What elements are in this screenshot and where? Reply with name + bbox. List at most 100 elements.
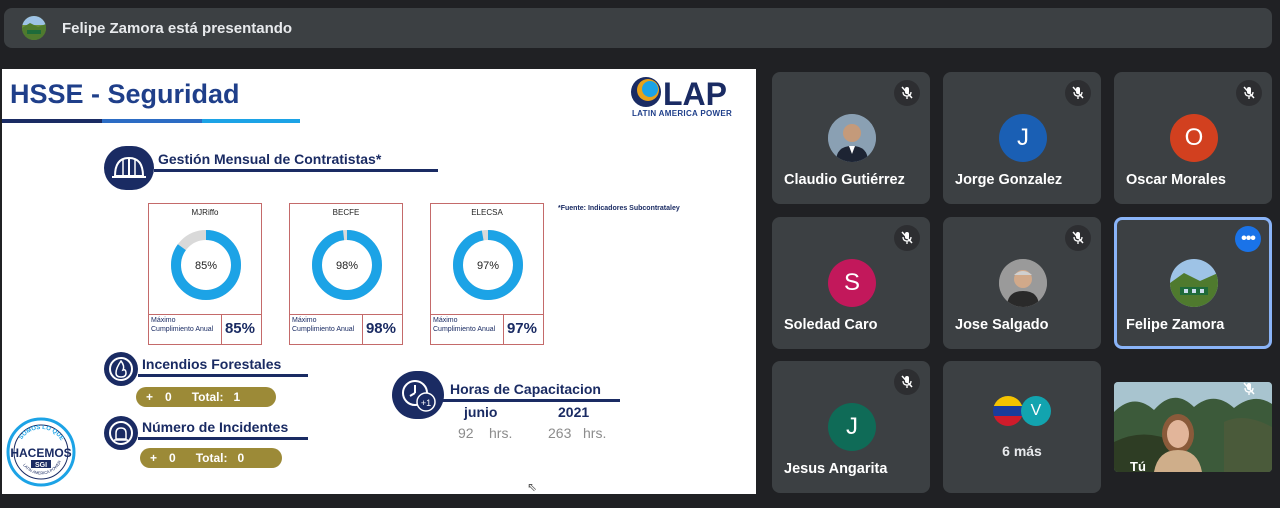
fires-total: 1 [233, 390, 241, 404]
card-divider [290, 314, 402, 315]
avatar [828, 114, 876, 162]
helmet-icon [104, 146, 154, 190]
training-year-unit: hrs. [583, 425, 607, 441]
fires-plus: + [146, 390, 154, 404]
clock-plus-label: +1 [421, 398, 431, 408]
contractor-card-becfe: BECFE 98% Máximo Cumplimiento Anual 98% [289, 203, 403, 345]
card-divider [431, 314, 543, 315]
training-month-unit: hrs. [489, 425, 513, 441]
participant-name: Felipe Zamora [1126, 317, 1225, 333]
fire-icon [104, 352, 138, 386]
participant-name: Soledad Caro [784, 317, 878, 333]
participant-tile[interactable]: O Oscar Morales [1114, 72, 1272, 204]
incidents-plus: + [150, 451, 158, 465]
participant-name: Jorge Gonzalez [955, 172, 1063, 188]
incidents-total: 0 [237, 451, 245, 465]
mic-off-icon [894, 225, 920, 251]
avatar: S [828, 259, 876, 307]
fires-count: 0 [165, 390, 172, 404]
card-name: MJRiffo [191, 208, 219, 217]
avatar [999, 259, 1047, 307]
avatar [1170, 259, 1218, 307]
venezuela-flag-icon [993, 396, 1023, 426]
card-label: Máximo Cumplimiento Anual [292, 317, 355, 333]
training-month-value: 92 [458, 425, 474, 441]
contractor-card-mjriffo: MJRiffo 85% Máximo Cumplimiento Anual 85… [148, 203, 262, 345]
participant-tile[interactable]: Claudio Gutiérrez [772, 72, 930, 204]
mic-off-icon [1236, 80, 1262, 106]
title-underline [102, 119, 202, 123]
training-year-value: 263 [548, 425, 572, 441]
donut-chart: 97% [453, 230, 523, 300]
more-options-icon[interactable]: ••• [1235, 226, 1261, 252]
more-participants-label: 6 más [1002, 443, 1042, 459]
participant-name: Jose Salgado [955, 317, 1049, 333]
more-participants-tile[interactable]: V 6 más [943, 361, 1101, 493]
avatar: V [1021, 396, 1051, 426]
participant-tile[interactable]: J Jesus Angarita [772, 361, 930, 493]
card-name: ELECSA [471, 208, 503, 217]
fires-title: Incendios Forestales [142, 356, 282, 372]
donut-percent: 97% [477, 260, 499, 272]
donut-percent: 85% [195, 260, 217, 272]
contractor-card-elecsa: ELECSA 97% Máximo Cumplimiento Anual 97% [430, 203, 544, 345]
card-annual-value: 98% [365, 320, 396, 337]
mic-off-icon [894, 80, 920, 106]
avatar: J [999, 114, 1047, 162]
badge-sgi-text: SGI [35, 462, 47, 469]
self-view-tile[interactable]: Tú [1114, 382, 1272, 472]
incidents-title: Número de Incidentes [142, 419, 289, 435]
lap-logo-subtitle: LATIN AMERICA POWER [632, 109, 733, 118]
self-label: Tú [1130, 459, 1146, 472]
card-divider [362, 314, 363, 345]
presenter-status: Felipe Zamora está presentando [62, 19, 293, 37]
slide-title: HSSE - Seguridad [10, 79, 240, 109]
incidents-underline [138, 437, 308, 440]
mic-off-icon [1065, 225, 1091, 251]
sgi-badge-logo: SOMOS LO QUE HACEMOS SGI LATIN AMERICA P… [6, 417, 76, 487]
contractors-underline [154, 169, 438, 172]
donut-arc [312, 230, 382, 300]
participant-tile[interactable]: Jose Salgado [943, 217, 1101, 349]
mic-off-icon [1236, 382, 1262, 402]
incidents-count: 0 [169, 451, 176, 465]
participant-tile-presenter[interactable]: ••• Felipe Zamora [1114, 217, 1272, 349]
shared-slide: HSSE - Seguridad LAP LATIN AMERICA POWER [2, 69, 756, 494]
card-name: BECFE [332, 208, 360, 217]
contractors-footnote: *Fuente: Indicadores Subcontrataley [558, 205, 680, 212]
card-label: Máximo Cumplimiento Anual [433, 317, 496, 333]
training-underline [442, 399, 620, 402]
participant-tile[interactable]: J Jorge Gonzalez [943, 72, 1101, 204]
incidents-counter: + 0 Total: 0 [140, 448, 282, 468]
participant-tile[interactable]: S Soledad Caro [772, 217, 930, 349]
training-month-head: junio [464, 404, 498, 420]
title-underline [202, 119, 300, 123]
fires-counter: + 0 Total: 1 [136, 387, 276, 407]
mic-off-icon [1065, 80, 1091, 106]
lap-logo: LAP [630, 75, 748, 119]
fires-total-label: Total: [191, 390, 224, 404]
alarm-icon [104, 416, 138, 450]
card-divider [149, 314, 261, 315]
participant-name: Claudio Gutiérrez [784, 172, 905, 188]
avatar: O [1170, 114, 1218, 162]
fires-underline [138, 374, 308, 377]
title-underline [2, 119, 102, 123]
card-divider [503, 314, 504, 345]
donut-arc [453, 230, 523, 300]
presenter-avatar [22, 16, 46, 40]
training-year-head: 2021 [558, 404, 590, 420]
avatar: J [828, 403, 876, 451]
training-title: Horas de Capacitacion [450, 381, 601, 397]
self-video [1114, 382, 1272, 472]
incidents-total-label: Total: [195, 451, 228, 465]
card-label: Máximo Cumplimiento Anual [151, 317, 214, 333]
donut-chart: 98% [312, 230, 382, 300]
donut-chart: 85% [171, 230, 241, 300]
mouse-cursor-icon: ⇖ [527, 480, 538, 494]
participant-name: Oscar Morales [1126, 172, 1226, 188]
badge-main-text: HACEMOS [10, 446, 71, 460]
lap-logo-text: LAP [663, 76, 727, 111]
mic-off-icon [894, 369, 920, 395]
